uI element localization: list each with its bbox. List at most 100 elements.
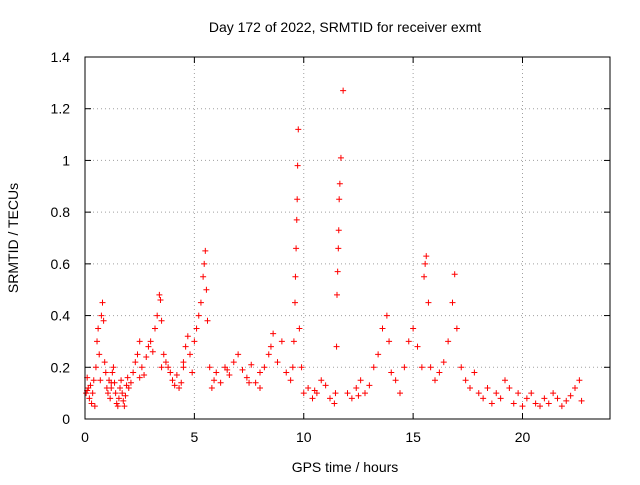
y-tick-label: 1 xyxy=(62,152,70,168)
data-point xyxy=(421,273,428,280)
data-point xyxy=(108,379,115,386)
data-point xyxy=(204,317,211,324)
data-point xyxy=(158,364,165,371)
data-point xyxy=(493,390,500,397)
data-point xyxy=(440,359,447,366)
data-point xyxy=(283,369,290,376)
data-point xyxy=(298,364,305,371)
data-point xyxy=(224,366,231,373)
data-point xyxy=(189,369,196,376)
data-point xyxy=(184,333,191,340)
data-point xyxy=(91,403,98,410)
data-point xyxy=(98,312,105,319)
y-tick-label: 0.4 xyxy=(51,308,71,324)
data-point xyxy=(217,379,224,386)
data-point xyxy=(182,343,189,350)
data-point xyxy=(370,364,377,371)
plot-frame xyxy=(84,56,611,420)
data-point xyxy=(484,384,491,391)
data-point xyxy=(294,196,301,203)
data-point xyxy=(102,369,109,376)
x-axis-label: GPS time / hours xyxy=(292,459,399,475)
data-point xyxy=(293,245,300,252)
data-point xyxy=(86,395,93,402)
data-point xyxy=(130,369,137,376)
data-point xyxy=(160,351,167,358)
data-point xyxy=(572,384,578,391)
data-point xyxy=(480,395,487,402)
chart-title: Day 172 of 2022, SRMTID for receiver exm… xyxy=(209,19,481,35)
data-point xyxy=(120,397,127,404)
data-point xyxy=(362,390,368,397)
data-point xyxy=(270,330,277,337)
data-point xyxy=(451,271,458,278)
data-point xyxy=(295,126,302,133)
data-point xyxy=(337,154,344,161)
data-point xyxy=(154,312,161,319)
data-point xyxy=(576,377,583,384)
y-tick-label: 1.2 xyxy=(51,101,71,117)
data-point xyxy=(193,325,200,332)
x-tick-label: 10 xyxy=(296,429,312,445)
data-point xyxy=(108,384,115,391)
data-point xyxy=(226,372,233,379)
data-point xyxy=(423,253,430,260)
axis-ticks xyxy=(84,56,610,420)
data-point xyxy=(510,400,517,407)
data-point xyxy=(101,359,108,366)
data-point xyxy=(145,343,152,350)
data-point xyxy=(136,374,143,381)
data-point xyxy=(195,312,202,319)
data-point xyxy=(355,392,362,399)
data-point xyxy=(436,369,443,376)
data-point xyxy=(110,364,117,371)
data-point xyxy=(554,395,561,402)
data-point xyxy=(502,377,508,384)
data-point xyxy=(353,384,360,391)
data-point xyxy=(141,372,148,379)
data-point xyxy=(171,382,178,389)
data-point xyxy=(305,384,312,391)
data-point xyxy=(132,359,139,366)
y-tick-label: 0.2 xyxy=(51,359,71,375)
data-point xyxy=(558,403,565,410)
data-point xyxy=(97,377,104,384)
data-point xyxy=(100,317,107,324)
data-point xyxy=(162,359,169,366)
data-point xyxy=(453,325,460,332)
data-point xyxy=(322,382,329,389)
data-point xyxy=(191,338,198,345)
data-point xyxy=(187,351,193,358)
data-point xyxy=(167,369,174,376)
data-point xyxy=(239,366,246,373)
data-point xyxy=(300,390,307,397)
data-point xyxy=(89,390,96,397)
data-point xyxy=(149,348,156,355)
y-tick-label: 0.6 xyxy=(51,256,71,272)
data-point xyxy=(107,395,114,402)
data-point xyxy=(388,369,395,376)
data-point xyxy=(414,343,421,350)
data-point xyxy=(401,364,408,371)
data-point xyxy=(418,364,425,371)
data-point xyxy=(158,317,165,324)
data-point xyxy=(519,403,526,410)
data-point xyxy=(83,390,90,397)
data-point xyxy=(88,400,95,407)
data-point xyxy=(138,364,145,371)
data-point xyxy=(334,268,341,275)
data-point xyxy=(156,291,163,298)
data-point xyxy=(152,325,158,332)
data-point xyxy=(252,379,259,386)
data-point xyxy=(563,397,570,404)
data-point xyxy=(532,400,539,407)
data-point xyxy=(333,343,340,350)
data-point xyxy=(208,384,215,391)
data-point xyxy=(278,338,285,345)
data-point xyxy=(169,377,176,384)
data-point xyxy=(243,374,250,381)
data-point xyxy=(335,227,342,234)
data-point xyxy=(122,392,129,399)
